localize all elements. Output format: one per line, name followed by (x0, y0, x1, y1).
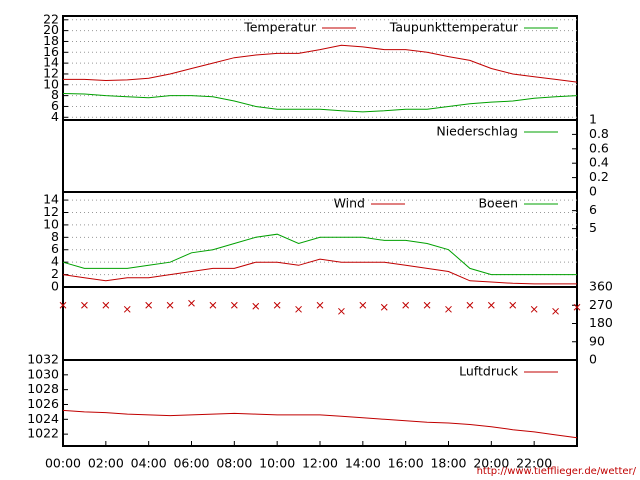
direction-marker (273, 301, 281, 309)
y-tick-label: 22 (43, 11, 59, 26)
direction-marker (445, 305, 452, 313)
y-tick-label: 18 (43, 33, 59, 48)
y-tick-label: 1024 (27, 411, 59, 426)
direction-marker (230, 301, 238, 309)
x-tick-label: 06:00 (173, 456, 209, 471)
x-tick-label: 18:00 (430, 456, 466, 471)
legend-label: Temperatur (243, 20, 317, 35)
legend-label: Taupunkttemperatur (389, 20, 519, 35)
y-tick-label: 14 (43, 55, 59, 70)
direction-marker (59, 301, 67, 309)
y-tick-label: 0 (51, 279, 59, 294)
y-tick-label: 6 (51, 98, 59, 113)
direction-marker (316, 301, 324, 309)
series-line (63, 44, 578, 83)
x-tick-label: 08:00 (216, 456, 252, 471)
direction-marker (573, 303, 581, 311)
source-url: http://www.tiefflieger.de/wetter/ (477, 466, 637, 477)
direction-marker (359, 301, 367, 309)
y2-tick-label: 5 (589, 220, 597, 235)
y-tick-label: 1022 (27, 426, 59, 441)
direction-marker (81, 301, 88, 309)
y-tick-label: 8 (51, 229, 59, 244)
y-tick-label: 10 (43, 216, 59, 231)
legend-label: Luftdruck (459, 364, 519, 379)
series-line (62, 233, 577, 276)
series-line (62, 409, 578, 439)
y2-tick-label: 90 (589, 333, 605, 348)
direction-marker (188, 299, 195, 307)
y2-tick-label: 180 (589, 315, 613, 330)
x-tick-label: 16:00 (388, 456, 424, 471)
y2-tick-label: 6 (589, 202, 597, 217)
y-tick-label: 4 (51, 109, 59, 124)
y-tick-label: 12 (43, 204, 59, 219)
x-tick-label: 20:00 (473, 456, 509, 471)
direction-marker (423, 301, 431, 309)
direction-marker (123, 305, 131, 313)
direction-marker (145, 301, 153, 309)
x-tick-label: 14:00 (345, 456, 381, 471)
direction-marker (466, 301, 474, 309)
legend-label: Boeen (478, 196, 518, 211)
y-tick-label: 1026 (27, 396, 59, 411)
direction-marker (487, 301, 495, 309)
x-tick-label: 02:00 (88, 456, 124, 471)
y2-tick-label: 1 (589, 112, 597, 127)
direction-marker (402, 301, 410, 309)
y-tick-label: 20 (43, 22, 59, 37)
y-tick-label: 1032 (27, 352, 59, 367)
direction-marker (552, 307, 559, 315)
y2-tick-label: 360 (589, 279, 613, 294)
series-line (62, 258, 577, 285)
y-tick-label: 8 (51, 87, 59, 102)
y2-tick-label: 0.2 (589, 169, 609, 184)
y-tick-label: 2 (51, 266, 59, 281)
direction-marker (166, 301, 174, 309)
y-tick-label: 16 (43, 44, 59, 59)
direction-marker (509, 301, 517, 309)
direction-marker (102, 301, 110, 309)
direction-marker (209, 301, 217, 309)
legend-label: Wind (334, 196, 365, 211)
legend-label: Niederschlag (436, 124, 518, 139)
y-tick-label: 12 (43, 65, 59, 80)
y2-tick-label: 0.8 (589, 126, 609, 141)
x-tick-label: 10:00 (259, 456, 295, 471)
x-tick-label: 04:00 (131, 456, 167, 471)
y-tick-label: 6 (51, 241, 59, 256)
y2-tick-label: 0.6 (589, 140, 609, 155)
y-tick-label: 1028 (27, 381, 59, 396)
y2-tick-label: 270 (589, 297, 613, 312)
x-tick-label: 12:00 (302, 456, 338, 471)
direction-marker (252, 302, 260, 310)
direction-marker (530, 305, 538, 313)
y2-tick-label: 0 (589, 184, 597, 199)
x-tick-label: 00:00 (45, 456, 81, 471)
x-tick-label: 22:00 (516, 456, 552, 471)
direction-marker (338, 307, 345, 315)
y-tick-label: 4 (51, 254, 59, 269)
y-tick-label: 10 (43, 76, 59, 91)
direction-marker (380, 303, 388, 311)
series-line (62, 93, 578, 113)
direction-marker (295, 305, 302, 313)
y2-tick-label: 0.4 (589, 155, 609, 170)
y2-tick-label: 0 (589, 352, 597, 367)
y-tick-label: 14 (43, 192, 59, 207)
y-tick-label: 1030 (27, 366, 59, 381)
